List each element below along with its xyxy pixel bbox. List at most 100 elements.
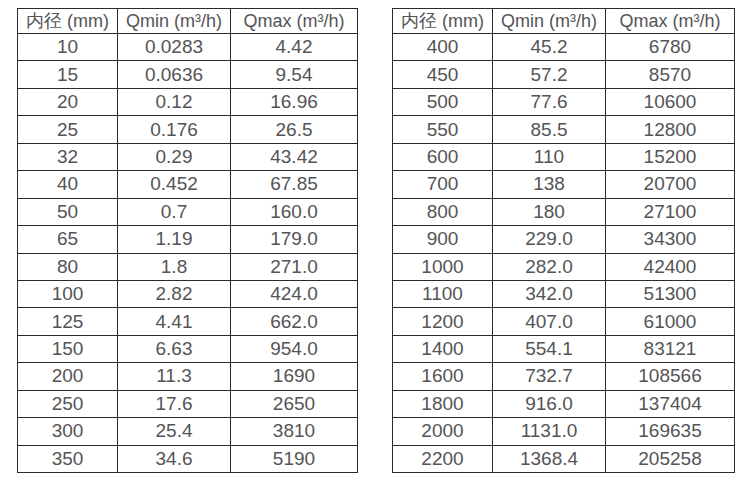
table-row: 200.1216.96	[18, 88, 358, 115]
table-cell: 9.54	[231, 61, 358, 88]
table-row: 70013820700	[393, 171, 735, 198]
column-header: Qmin (m³/h)	[118, 9, 231, 34]
table-cell: 200	[18, 363, 118, 390]
table-cell: 1600	[393, 363, 493, 390]
table-cell: 108566	[606, 363, 735, 390]
table-cell: 25	[18, 116, 118, 143]
table-cell: 700	[393, 171, 493, 198]
table-cell: 20700	[606, 171, 735, 198]
table-cell: 5190	[231, 445, 358, 472]
table-cell: 1000	[393, 253, 493, 280]
table-cell: 500	[393, 88, 493, 115]
table-row: 55085.512800	[393, 116, 735, 143]
table-row: 80018027100	[393, 198, 735, 225]
table-cell: 27100	[606, 198, 735, 225]
table-cell: 2200	[393, 445, 493, 472]
table-cell: 10	[18, 34, 118, 61]
table-cell: 4.41	[118, 308, 231, 335]
table-cell: 662.0	[231, 308, 358, 335]
table-cell: 32	[18, 143, 118, 170]
table-cell: 50	[18, 198, 118, 225]
table-cell: 1100	[393, 280, 493, 307]
flow-range-table-small-diameter: 内径 (mm)Qmin (m³/h)Qmax (m³/h) 100.02834.…	[17, 8, 358, 473]
table-cell: 25.4	[118, 418, 231, 445]
table-cell: 67.85	[231, 171, 358, 198]
table-cell: 229.0	[493, 226, 606, 253]
table-row: 1254.41662.0	[18, 308, 358, 335]
table-header-row: 内径 (mm)Qmin (m³/h)Qmax (m³/h)	[18, 9, 358, 34]
table-cell: 732.7	[493, 363, 606, 390]
table-cell: 1.8	[118, 253, 231, 280]
table-cell: 11.3	[118, 363, 231, 390]
table-cell: 125	[18, 308, 118, 335]
table-cell: 15	[18, 61, 118, 88]
table-cell: 0.12	[118, 88, 231, 115]
table-cell: 271.0	[231, 253, 358, 280]
table-cell: 1200	[393, 308, 493, 335]
table-row: 651.19179.0	[18, 226, 358, 253]
table-row: 900229.034300	[393, 226, 735, 253]
table-cell: 80	[18, 253, 118, 280]
table-cell: 110	[493, 143, 606, 170]
table-row: 801.8271.0	[18, 253, 358, 280]
table-cell: 34.6	[118, 445, 231, 472]
table-cell: 42400	[606, 253, 735, 280]
table-cell: 17.6	[118, 390, 231, 417]
table-cell: 350	[18, 445, 118, 472]
table-cell: 1368.4	[493, 445, 606, 472]
table-cell: 2.82	[118, 280, 231, 307]
table-cell: 2000	[393, 418, 493, 445]
flow-range-table-large-diameter: 内径 (mm)Qmin (m³/h)Qmax (m³/h) 40045.2678…	[392, 8, 735, 473]
table-cell: 800	[393, 198, 493, 225]
table-cell: 43.42	[231, 143, 358, 170]
table-cell: 57.2	[493, 61, 606, 88]
table-cell: 954.0	[231, 335, 358, 362]
table-cell: 0.0636	[118, 61, 231, 88]
table-cell: 12800	[606, 116, 735, 143]
table-cell: 138	[493, 171, 606, 198]
table-row: 20011.31690	[18, 363, 358, 390]
table-row: 1800916.0137404	[393, 390, 735, 417]
table-row: 400.45267.85	[18, 171, 358, 198]
column-header: Qmin (m³/h)	[493, 9, 606, 34]
table-row: 25017.62650	[18, 390, 358, 417]
table-row: 1200407.061000	[393, 308, 735, 335]
table-cell: 83121	[606, 335, 735, 362]
table-row: 1600732.7108566	[393, 363, 735, 390]
table-cell: 180	[493, 198, 606, 225]
table-cell: 250	[18, 390, 118, 417]
table-body: 100.02834.42150.06369.54200.1216.96250.1…	[18, 34, 358, 473]
table-row: 40045.26780	[393, 34, 735, 61]
table-cell: 205258	[606, 445, 735, 472]
table-cell: 3810	[231, 418, 358, 445]
table-body: 40045.2678045057.2857050077.61060055085.…	[393, 34, 735, 473]
table-cell: 16.96	[231, 88, 358, 115]
table-row: 320.2943.42	[18, 143, 358, 170]
table-header-row: 内径 (mm)Qmin (m³/h)Qmax (m³/h)	[393, 9, 735, 34]
table-cell: 40	[18, 171, 118, 198]
table-cell: 85.5	[493, 116, 606, 143]
table-cell: 4.42	[231, 34, 358, 61]
table-cell: 554.1	[493, 335, 606, 362]
table-row: 100.02834.42	[18, 34, 358, 61]
table-cell: 77.6	[493, 88, 606, 115]
table-cell: 65	[18, 226, 118, 253]
table-cell: 916.0	[493, 390, 606, 417]
table-cell: 160.0	[231, 198, 358, 225]
table-cell: 550	[393, 116, 493, 143]
table-cell: 0.0283	[118, 34, 231, 61]
table-cell: 51300	[606, 280, 735, 307]
table-cell: 6780	[606, 34, 735, 61]
table-cell: 0.7	[118, 198, 231, 225]
column-header: 内径 (mm)	[393, 9, 493, 34]
table-row: 1506.63954.0	[18, 335, 358, 362]
table-cell: 600	[393, 143, 493, 170]
table-cell: 400	[393, 34, 493, 61]
table-cell: 34300	[606, 226, 735, 253]
table-row: 1400554.183121	[393, 335, 735, 362]
table-cell: 45.2	[493, 34, 606, 61]
table-row: 20001131.0169635	[393, 418, 735, 445]
table-cell: 424.0	[231, 280, 358, 307]
column-header: 内径 (mm)	[18, 9, 118, 34]
table-row: 150.06369.54	[18, 61, 358, 88]
